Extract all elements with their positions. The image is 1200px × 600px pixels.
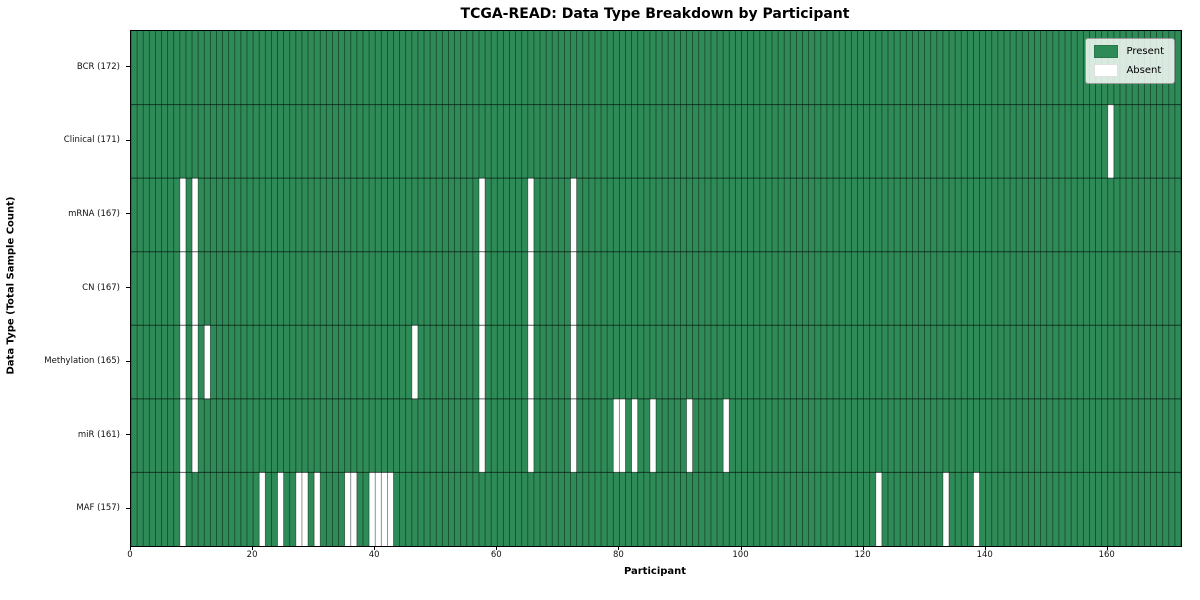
absent-cell: [381, 472, 388, 546]
absent-cell: [179, 472, 186, 546]
y-tick-label: BCR (172): [76, 61, 120, 72]
x-tick-label: 40: [368, 550, 380, 560]
y-tick-label: mRNA (167): [68, 208, 120, 219]
absent-cell: [179, 398, 186, 473]
y-tick-label: Clinical (171): [63, 135, 120, 146]
y-tick-label: CN (167): [82, 282, 120, 293]
absent-cell: [527, 251, 534, 326]
absent-cell: [295, 472, 302, 546]
absent-cell: [301, 472, 309, 546]
absent-cell: [875, 472, 882, 546]
absent-cell: [631, 398, 638, 473]
absent-cell: [478, 325, 486, 399]
absent-cell: [314, 472, 321, 546]
x-tick-mark: [984, 546, 986, 550]
x-tick-label: 100: [732, 550, 749, 560]
absent-cell: [259, 472, 266, 546]
y-tick-label: MAF (157): [76, 503, 120, 514]
absent-cell: [613, 398, 620, 473]
y-tick-mark: [126, 434, 130, 436]
x-tick-label: 20: [246, 550, 258, 560]
absent-cell: [369, 472, 376, 546]
absent-cell: [570, 251, 577, 326]
y-tick-label: Methylation (165): [44, 356, 120, 367]
absent-cell: [192, 251, 199, 326]
absent-cell: [192, 178, 199, 252]
y-tick-mark: [126, 66, 130, 68]
x-tick-label: 140: [976, 550, 993, 560]
absent-cell: [179, 325, 186, 399]
legend-item-absent: Absent: [1094, 64, 1164, 77]
absent-swatch: [1094, 64, 1119, 77]
legend-label-present: Present: [1126, 46, 1164, 57]
x-tick-label: 160: [1098, 550, 1115, 560]
x-tick-mark: [496, 546, 498, 550]
present-swatch: [1094, 45, 1119, 58]
absent-cell: [527, 178, 534, 252]
y-tick-mark: [126, 213, 130, 215]
absent-cell: [570, 325, 577, 399]
absent-cell: [478, 398, 486, 473]
x-axis-label: Participant: [623, 566, 687, 577]
heatmap-cells: [131, 31, 1181, 546]
absent-cell: [179, 251, 186, 326]
absent-cell: [387, 472, 394, 546]
column-grid-lines: [131, 31, 1181, 546]
y-axis-label: Data Type (Total Sample Count): [5, 196, 17, 375]
legend-item-present: Present: [1094, 45, 1164, 58]
x-tick-mark: [618, 546, 620, 550]
y-tick-mark: [126, 360, 130, 362]
absent-cell: [1107, 104, 1114, 179]
absent-cell: [570, 178, 577, 252]
absent-cell: [973, 472, 980, 546]
absent-cell: [942, 472, 950, 546]
absent-cell: [478, 178, 486, 252]
absent-cell: [527, 325, 534, 399]
y-tick-label: miR (161): [77, 429, 120, 440]
x-tick-mark: [130, 546, 131, 550]
y-tick-mark: [126, 287, 130, 288]
absent-cell: [179, 178, 186, 252]
absent-cell: [192, 325, 199, 399]
absent-cell: [344, 472, 351, 546]
absent-cell: [411, 325, 418, 399]
x-tick-label: 80: [612, 550, 624, 560]
absent-cell: [686, 398, 693, 473]
absent-cell: [570, 398, 577, 473]
x-tick-label: 120: [854, 550, 871, 560]
heatmap-plot-area: Present Absent: [130, 30, 1182, 547]
x-tick-label: 60: [490, 550, 502, 560]
x-tick-label: 0: [127, 550, 133, 560]
x-tick-mark: [1106, 546, 1108, 550]
absent-cell: [192, 398, 199, 473]
absent-cell: [375, 472, 382, 546]
chart-title: TCGA-READ: Data Type Breakdown by Partic…: [460, 6, 850, 22]
y-tick-mark: [126, 139, 130, 141]
x-tick-mark: [374, 546, 376, 550]
row-grid-lines: [131, 104, 1181, 473]
legend: Present Absent: [1085, 38, 1175, 84]
absent-cell: [350, 472, 357, 546]
absent-cell: [527, 398, 534, 473]
absent-cell: [478, 251, 486, 326]
absent-cell: [723, 398, 730, 473]
x-tick-mark: [252, 546, 254, 550]
absent-cell: [649, 398, 656, 473]
absent-cell: [277, 472, 284, 546]
x-tick-mark: [862, 546, 864, 550]
y-tick-mark: [126, 507, 130, 509]
absent-cell: [204, 325, 211, 399]
x-tick-mark: [740, 546, 742, 550]
absent-cell: [619, 398, 626, 473]
legend-label-absent: Absent: [1126, 65, 1162, 76]
